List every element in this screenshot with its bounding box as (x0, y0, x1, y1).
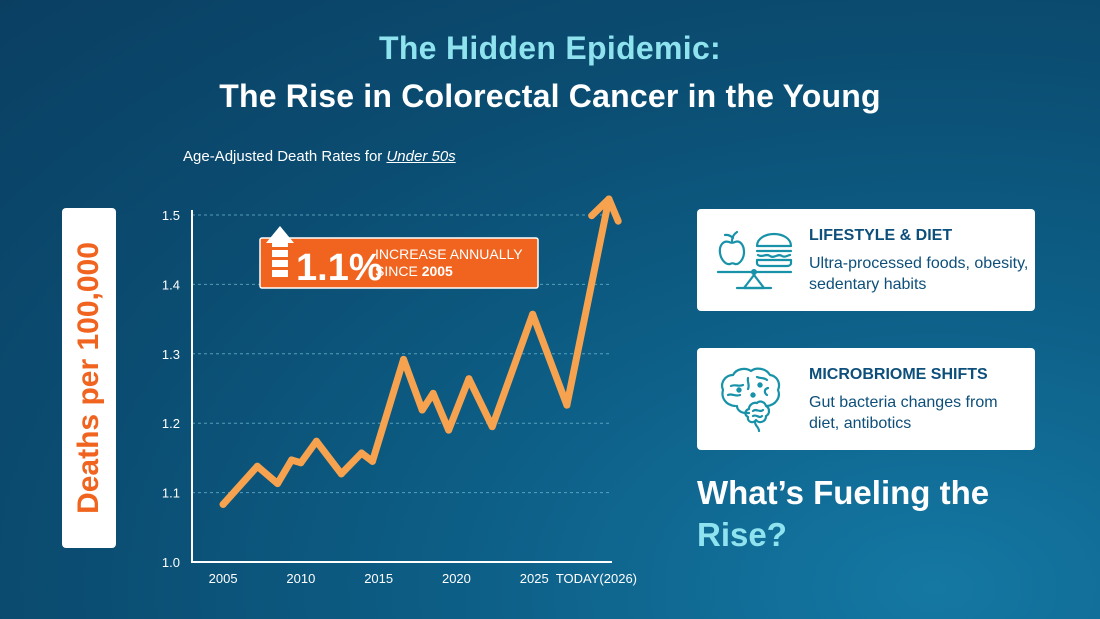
card-microbiome-desc: Gut bacteria changes from diet, antiboti… (809, 394, 998, 432)
series-line (219, 195, 613, 508)
data-point (368, 457, 376, 465)
fueling-heading: What’s Fueling the Rise? (697, 472, 1057, 556)
title-line-2: The Rise in Colorectal Cancer in the You… (219, 78, 881, 114)
y-tick-label: 1.2 (162, 416, 180, 431)
data-point (529, 310, 537, 318)
chart-subtitle: Age-Adjusted Death Rates for Under 50s (183, 148, 456, 165)
data-point (253, 462, 261, 470)
card-lifestyle-title: LIFESTYLE & DIET (809, 227, 953, 244)
card-microbiome-shifts: MICROBRIOME SHIFTS Gut bacteria changes … (697, 348, 1035, 450)
annotation-line-1: INCREASE ANNUALLY (375, 246, 523, 262)
apple-burger-scale-icon (716, 230, 793, 290)
y-axis-label-box: Deaths per 100,000 (62, 208, 116, 548)
y-tick-label: 1.1 (162, 486, 180, 501)
line-chart: 1.0 1.1 1.2 1.3 1.4 1.5 2005 2010 2015 2020 2025 TO… (162, 195, 637, 586)
data-point (400, 355, 408, 363)
card-lifestyle-desc: Ultra-processed foods, obesity, sedentar… (809, 255, 1029, 293)
annotation-line-2-prefix: SINCE (375, 263, 422, 279)
increase-annotation: 1.1% INCREASE ANNUALLY SINCE 2005 (259, 226, 539, 289)
data-point (429, 389, 437, 397)
data-point (297, 459, 305, 467)
card-lifestyle-diet: LIFESTYLE & DIET Ultra-processed foods, … (697, 209, 1035, 311)
y-tick-label: 1.3 (162, 347, 180, 362)
data-point (312, 437, 320, 445)
annotation-line-2-year: 2005 (422, 263, 453, 279)
x-tick-label: 2005 (209, 571, 238, 586)
annotation-big-value: 1.1% (296, 247, 383, 289)
data-point (465, 375, 473, 383)
fueling-highlight: Rise? (697, 516, 787, 553)
data-point (288, 456, 296, 464)
data-point (219, 500, 227, 508)
y-tick-label: 1.4 (162, 277, 180, 292)
data-point (563, 401, 571, 409)
annotation-line-2: SINCE 2005 (375, 263, 453, 279)
subtitle-prefix: Age-Adjusted Death Rates for (183, 148, 387, 165)
title-line-1: The Hidden Epidemic: (378, 30, 722, 66)
fueling-text: What’s Fueling the (697, 474, 990, 511)
y-tick-label: 1.5 (162, 208, 180, 223)
data-point (605, 195, 613, 203)
data-point (488, 423, 496, 431)
x-tick-label: 2015 (364, 571, 393, 586)
arrow-up-icon (266, 226, 294, 277)
data-point (445, 426, 453, 434)
data-point (418, 406, 426, 414)
x-tick-label: 2025 (520, 571, 549, 586)
card-microbiome-title: MICROBRIOME SHIFTS (809, 366, 988, 383)
data-point (358, 449, 366, 457)
subtitle-emphasis: Under 50s (386, 148, 456, 165)
y-tick-label: 1.0 (162, 555, 180, 570)
brain-gut-icon (721, 367, 781, 433)
data-point (274, 480, 282, 488)
x-tick-label: 2010 (286, 571, 315, 586)
annotation-box (259, 237, 539, 289)
x-tick-label: TODAY(2026) (556, 571, 637, 586)
data-point (337, 470, 345, 478)
x-tick-label: 2020 (442, 571, 471, 586)
